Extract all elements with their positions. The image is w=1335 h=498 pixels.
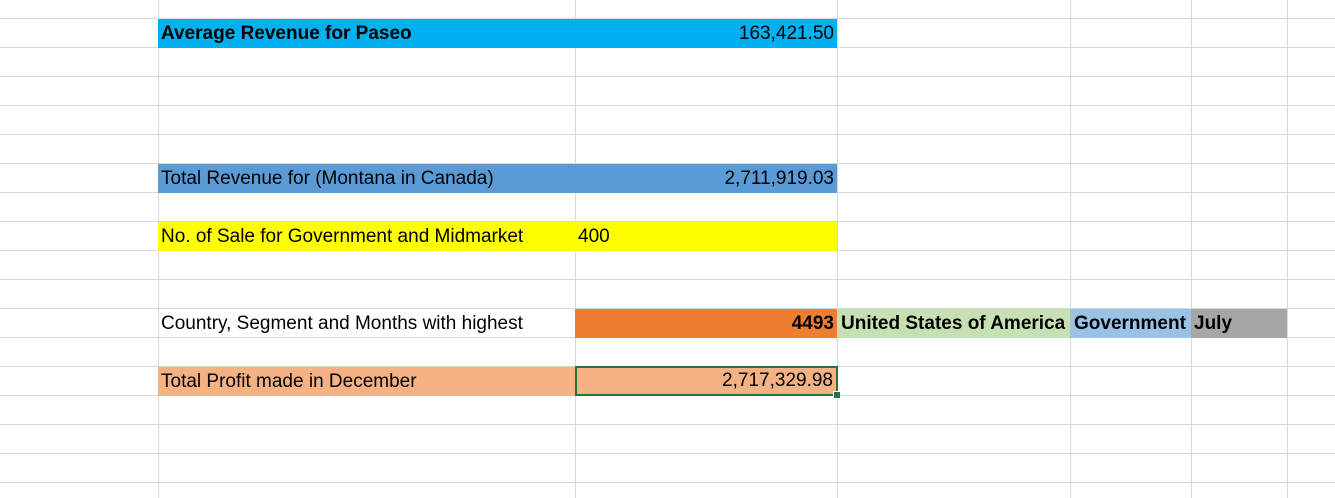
highest-segment-cell[interactable]: Government: [1070, 309, 1191, 338]
profit-december-value-cell[interactable]: 2,717,329.98: [575, 366, 838, 396]
row-gridline: [0, 163, 1335, 164]
column-gridline: [1191, 0, 1192, 498]
highest-label: Country, Segment and Months with highest: [161, 312, 523, 334]
highest-value: 4493: [791, 312, 834, 334]
row-gridline: [0, 76, 1335, 77]
column-gridline: [1287, 0, 1288, 498]
profit-december-label-cell[interactable]: Total Profit made in December: [158, 367, 576, 396]
column-gridline: [1070, 0, 1071, 498]
avg-revenue-value-cell[interactable]: 163,421.50: [575, 19, 837, 48]
row-gridline: [0, 221, 1335, 222]
row-gridline: [0, 482, 1335, 483]
row-gridline: [0, 279, 1335, 280]
row-gridline: [0, 134, 1335, 135]
total-revenue-value: 2,711,919.03: [724, 167, 834, 189]
avg-revenue-label: Average Revenue for Paseo: [161, 22, 412, 44]
highest-country: United States of America: [841, 312, 1066, 334]
row-gridline: [0, 18, 1335, 19]
row-gridline: [0, 308, 1335, 309]
avg-revenue-value: 163,421.50: [738, 22, 834, 44]
avg-revenue-label-cell[interactable]: Average Revenue for Paseo: [158, 19, 576, 48]
num-sale-value: 400: [578, 225, 610, 247]
highest-month: July: [1194, 312, 1233, 334]
profit-december-label: Total Profit made in December: [161, 370, 417, 392]
highest-label-cell[interactable]: Country, Segment and Months with highest: [158, 309, 576, 338]
num-sale-value-cell[interactable]: 400: [575, 222, 837, 251]
total-revenue-label: Total Revenue for (Montana in Canada): [161, 167, 494, 189]
num-sale-label: No. of Sale for Government and Midmarket: [161, 225, 524, 247]
fill-handle[interactable]: [833, 391, 841, 399]
row-gridline: [0, 424, 1335, 425]
total-revenue-label-cell[interactable]: Total Revenue for (Montana in Canada): [158, 164, 576, 193]
highest-country-cell[interactable]: United States of America: [837, 309, 1070, 338]
num-sale-label-cell[interactable]: No. of Sale for Government and Midmarket: [158, 222, 576, 251]
row-gridline: [0, 105, 1335, 106]
profit-december-value: 2,717,329.98: [722, 370, 833, 391]
row-gridline: [0, 453, 1335, 454]
highest-month-cell[interactable]: July: [1191, 309, 1287, 338]
highest-value-cell[interactable]: 4493: [575, 309, 837, 338]
highest-segment: Government: [1074, 312, 1186, 334]
column-gridline: [837, 0, 838, 498]
total-revenue-value-cell[interactable]: 2,711,919.03: [575, 164, 837, 193]
